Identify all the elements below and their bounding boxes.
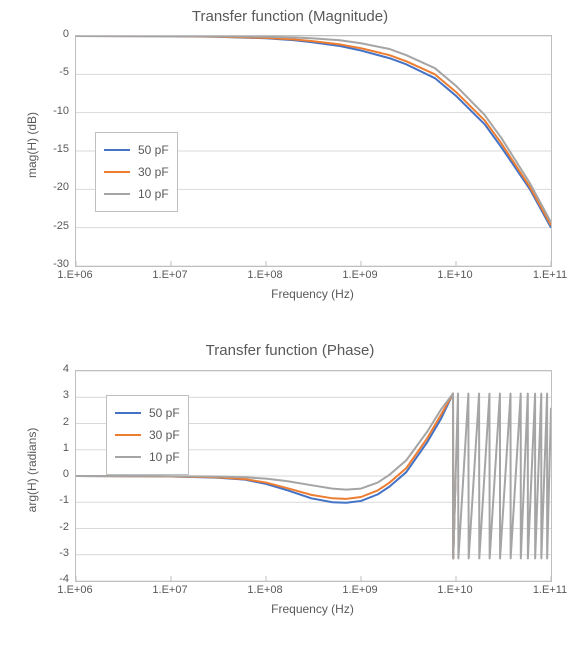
- xtick-label: 1.E+07: [146, 584, 194, 596]
- legend-swatch: [104, 193, 130, 195]
- xtick-label: 1.E+10: [431, 584, 479, 596]
- xtick-label: 1.E+11: [526, 584, 574, 596]
- ytick-label: 0: [63, 28, 69, 40]
- mag-ylabel: mag(H) (dB): [25, 95, 39, 195]
- xtick-label: 1.E+08: [241, 584, 289, 596]
- legend-label: 50 pF: [138, 143, 169, 157]
- legend-item: 10 pF: [104, 183, 169, 205]
- ytick-label: 1: [63, 442, 69, 454]
- legend-swatch: [115, 456, 141, 458]
- phase-legend: 50 pF 30 pF 10 pF: [106, 395, 189, 475]
- phase-chart-title: Transfer function (Phase): [0, 342, 580, 359]
- legend-swatch: [115, 434, 141, 436]
- legend-label: 10 pF: [149, 450, 180, 464]
- xtick-label: 1.E+09: [336, 269, 384, 281]
- ytick-label: -1: [59, 494, 69, 506]
- legend-swatch: [104, 171, 130, 173]
- xtick-label: 1.E+06: [51, 269, 99, 281]
- legend-item: 30 pF: [104, 161, 169, 183]
- ytick-label: 2: [63, 416, 69, 428]
- legend-label: 30 pF: [138, 165, 169, 179]
- legend-label: 10 pF: [138, 187, 169, 201]
- ytick-label: 0: [63, 468, 69, 480]
- ytick-label: -3: [59, 547, 69, 559]
- ytick-label: -20: [53, 181, 69, 193]
- ytick-label: 3: [63, 389, 69, 401]
- xtick-label: 1.E+07: [146, 269, 194, 281]
- ytick-label: -2: [59, 521, 69, 533]
- xtick-label: 1.E+11: [526, 269, 574, 281]
- legend-item: 50 pF: [115, 402, 180, 424]
- legend-swatch: [104, 149, 130, 151]
- xtick-label: 1.E+10: [431, 269, 479, 281]
- legend-label: 50 pF: [149, 406, 180, 420]
- legend-swatch: [115, 412, 141, 414]
- phase-xlabel: Frequency (Hz): [75, 602, 550, 616]
- xtick-label: 1.E+08: [241, 269, 289, 281]
- legend-item: 30 pF: [115, 424, 180, 446]
- legend-item: 50 pF: [104, 139, 169, 161]
- ytick-label: -10: [53, 105, 69, 117]
- xtick-label: 1.E+06: [51, 584, 99, 596]
- ytick-label: 4: [63, 363, 69, 375]
- mag-legend: 50 pF 30 pF 10 pF: [95, 132, 178, 212]
- mag-chart-title: Transfer function (Magnitude): [0, 8, 580, 25]
- xtick-label: 1.E+09: [336, 584, 384, 596]
- ytick-label: -5: [59, 66, 69, 78]
- phase-ylabel: arg(H) (radians): [25, 420, 39, 520]
- ytick-label: -15: [53, 143, 69, 155]
- legend-item: 10 pF: [115, 446, 180, 468]
- page: Transfer function (Magnitude) 0-5-10-15-…: [0, 0, 580, 646]
- ytick-label: -25: [53, 220, 69, 232]
- legend-label: 30 pF: [149, 428, 180, 442]
- mag-xlabel: Frequency (Hz): [75, 287, 550, 301]
